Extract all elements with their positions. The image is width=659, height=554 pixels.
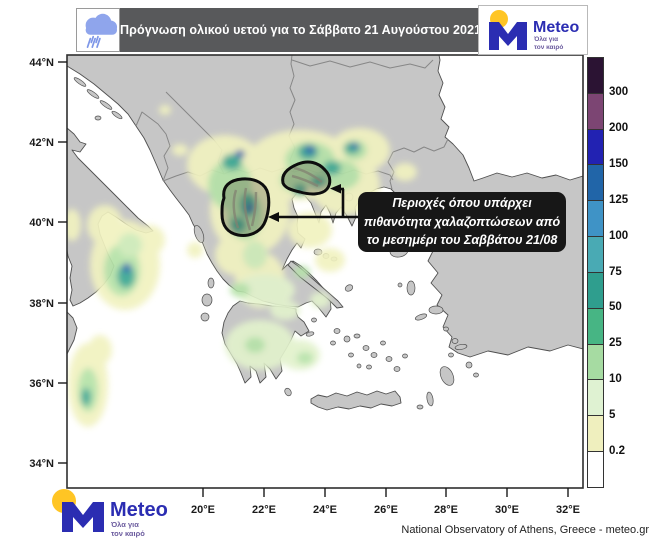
colorbar-segment — [588, 380, 603, 417]
lat-label-40: 40°N — [29, 217, 54, 229]
colorbar-label: 300 — [609, 85, 629, 98]
colorbar-segment — [588, 201, 603, 238]
colorbar — [587, 57, 604, 488]
colorbar-segment — [588, 344, 603, 381]
colorbar-segment — [588, 416, 603, 453]
aegean-ionian-islands — [73, 77, 479, 410]
colorbar-label: 125 — [609, 193, 629, 206]
longitude-axis — [202, 488, 569, 497]
annotation-line-1: Περιοχές όπου υπάρχει — [392, 195, 532, 210]
colorbar-segment — [588, 93, 603, 130]
colorbar-segment — [588, 129, 603, 166]
meteo-m-icon — [489, 22, 527, 50]
rain-cloud-icon — [76, 8, 120, 52]
annotation-line-3: το μεσημέρι του Σαββάτου 21/08 — [366, 233, 558, 248]
lon-label-28: 28°E — [434, 504, 458, 516]
lon-label-22: 22°E — [252, 504, 276, 516]
hail-region-east — [281, 160, 332, 196]
lon-label-30: 30°E — [495, 504, 519, 516]
colorbar-label: 150 — [609, 157, 629, 170]
logo-tagline-line1: Όλα για — [533, 35, 558, 43]
colorbar-segment — [588, 272, 603, 309]
lat-label-38: 38°N — [29, 298, 54, 310]
colorbar-label: 200 — [609, 121, 629, 134]
credit-text: National Observatory of Athens, Greece -… — [401, 524, 649, 536]
colorbar-segment — [588, 308, 603, 345]
lon-label-32: 32°E — [556, 504, 580, 516]
colorbar-label: 75 — [609, 265, 622, 278]
logo-tagline-line2: τον καιρό — [111, 529, 145, 538]
hail-annotation-box: Περιοχές όπου υπάρχει πιθανότητα χαλαζοπ… — [358, 192, 566, 252]
lon-label-20: 20°E — [191, 504, 215, 516]
logo-wordmark: Meteo — [110, 499, 168, 521]
colorbar-segment — [588, 58, 603, 94]
meteo-m-icon — [62, 502, 104, 532]
hail-region-west — [220, 177, 271, 237]
header-title-bar: Πρόγνωση ολικού υετού για το Σάββατο 21 … — [120, 8, 482, 52]
colorbar-label: 5 — [609, 409, 616, 422]
page-title: Πρόγνωση ολικού υετού για το Σάββατο 21 … — [120, 23, 482, 37]
colorbar-segment — [588, 237, 603, 273]
logo-tagline-line1: Όλα για — [110, 520, 139, 529]
meteo-logo-bottom: Meteo Όλα για τον καιρό — [48, 484, 223, 550]
colorbar-segment — [588, 165, 603, 202]
lon-label-26: 26°E — [374, 504, 398, 516]
annotation-arrows — [268, 184, 358, 222]
lat-label-44: 44°N — [29, 57, 54, 69]
landmass-sicily — [67, 311, 78, 355]
annotation-line-2: πιθανότητα χαλαζοπτώσεων από — [363, 214, 561, 229]
meteo-logo-top: Meteo Όλα για τον καιρό — [478, 5, 588, 55]
lat-label-34: 34°N — [29, 458, 54, 470]
landmass-crete — [310, 390, 402, 411]
lat-label-42: 42°N — [29, 137, 54, 149]
lat-label-36: 36°N — [29, 378, 54, 390]
colorbar-label: 25 — [609, 337, 622, 350]
colorbar-label: 100 — [609, 229, 629, 242]
colorbar-segments — [588, 58, 603, 487]
latitude-axis — [58, 61, 67, 464]
terrain-shading — [232, 166, 323, 231]
colorbar-label: 0.2 — [609, 445, 625, 458]
colorbar-segment — [588, 452, 603, 487]
lon-label-24: 24°E — [313, 504, 337, 516]
colorbar-label: 10 — [609, 373, 622, 386]
precipitation-field — [67, 105, 417, 427]
logo-wordmark: Meteo — [533, 19, 579, 36]
colorbar-label: 50 — [609, 301, 622, 314]
logo-tagline-line2: τον καιρό — [534, 44, 563, 51]
header-bar: Πρόγνωση ολικού υετού για το Σάββατο 21 … — [76, 8, 482, 52]
